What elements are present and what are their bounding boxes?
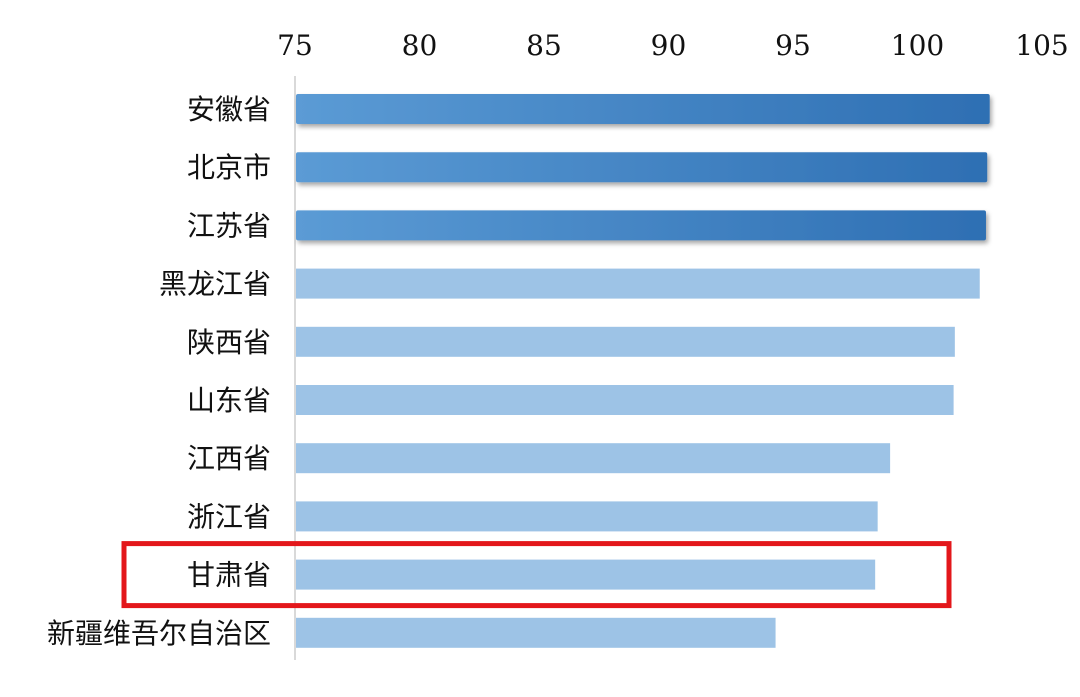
category-label: 山东省 <box>187 384 271 417</box>
x-axis-ticks: 75 80 85 90 95 100 105 <box>277 29 1069 62</box>
bar <box>296 559 876 590</box>
highlight-box <box>121 541 952 609</box>
x-tick-label: 95 <box>775 29 811 62</box>
x-tick-label: 90 <box>651 29 687 62</box>
category-label: 安徽省 <box>187 93 271 126</box>
category-label: 江西省 <box>187 442 271 475</box>
bar <box>296 94 990 124</box>
x-tick-label: 75 <box>277 29 313 62</box>
bar <box>296 326 955 357</box>
bar <box>296 268 980 299</box>
bar <box>296 385 954 415</box>
category-label: 黑龙江省 <box>159 268 271 301</box>
category-label: 北京市 <box>187 151 271 184</box>
category-label: 甘肃省 <box>187 559 271 592</box>
bar <box>296 617 776 648</box>
x-tick-label: 85 <box>526 29 562 62</box>
x-tick-label: 105 <box>1015 29 1068 62</box>
bar <box>296 501 878 532</box>
bar <box>296 443 891 474</box>
bars <box>296 94 990 648</box>
bar <box>296 210 986 241</box>
category-label: 浙江省 <box>187 500 271 533</box>
x-tick-label: 80 <box>402 29 438 62</box>
category-label: 江苏省 <box>187 209 271 242</box>
category-label: 新疆维吾尔自治区 <box>47 617 271 650</box>
bar <box>296 152 988 183</box>
x-tick-label: 100 <box>891 29 944 62</box>
category-label: 陕西省 <box>187 326 271 359</box>
